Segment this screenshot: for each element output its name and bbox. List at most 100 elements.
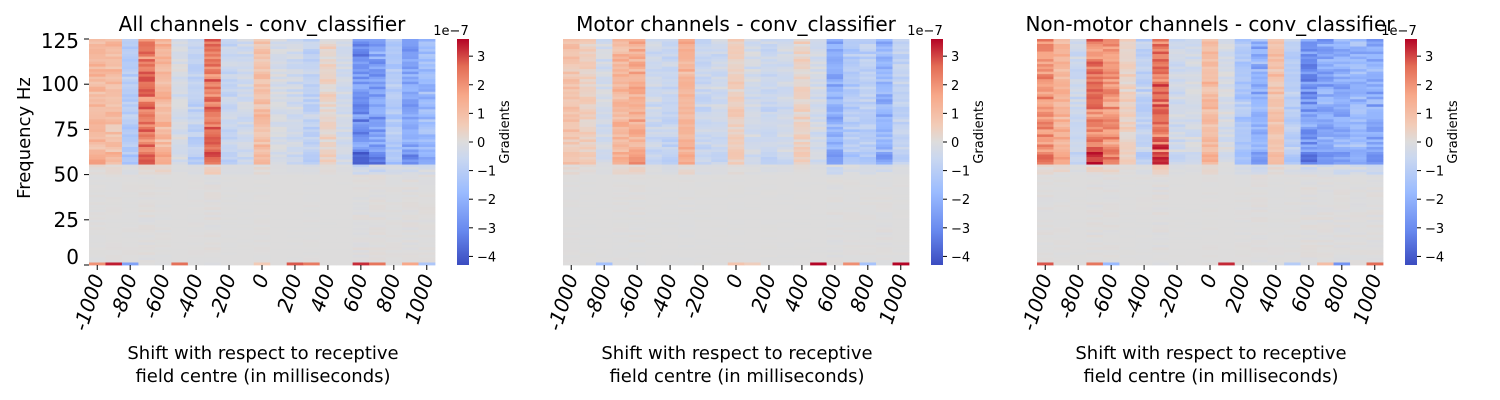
heatmap-cell xyxy=(385,121,403,125)
heatmap-cell xyxy=(876,257,893,261)
heatmap-cell xyxy=(1086,167,1104,170)
heatmap-cell xyxy=(1069,84,1087,88)
heatmap-cell xyxy=(1185,136,1203,140)
colorbar-label: Gradients xyxy=(498,100,513,164)
heatmap-cell xyxy=(1069,41,1087,45)
heatmap-cell xyxy=(1102,74,1120,78)
heatmap-cell xyxy=(369,174,386,178)
heatmap-cell xyxy=(876,222,893,226)
heatmap-cell xyxy=(385,259,403,263)
heatmap-cell xyxy=(1201,157,1219,160)
heatmap-cell xyxy=(694,124,712,128)
heatmap-cell xyxy=(1168,136,1186,140)
heatmap-cell xyxy=(286,162,304,165)
heatmap-cell xyxy=(237,66,255,70)
heatmap-cell xyxy=(1218,187,1236,191)
heatmap-cell xyxy=(1053,152,1071,155)
heatmap-cell xyxy=(628,252,646,256)
heatmap-cell xyxy=(711,76,729,80)
heatmap-cell xyxy=(171,262,189,266)
heatmap-cell xyxy=(171,99,189,103)
heatmap-cell xyxy=(1201,207,1219,211)
heatmap-cell xyxy=(352,174,370,178)
heatmap-cell xyxy=(1201,164,1219,168)
heatmap-cell xyxy=(1168,204,1186,208)
heatmap-cell xyxy=(220,129,238,133)
heatmap-cell xyxy=(661,136,679,140)
heatmap-cell xyxy=(1135,202,1153,206)
heatmap-cell xyxy=(369,76,386,80)
heatmap-cell xyxy=(760,101,778,105)
heatmap-cell xyxy=(595,259,613,263)
heatmap-cell xyxy=(253,194,271,198)
heatmap-cell xyxy=(138,204,156,208)
heatmap-cell xyxy=(876,61,893,65)
heatmap-cell xyxy=(154,214,172,218)
heatmap-cell xyxy=(1053,71,1071,75)
heatmap-cell xyxy=(402,84,419,88)
heatmap-cell xyxy=(204,116,222,120)
heatmap-cell xyxy=(892,217,910,221)
heatmap-cell xyxy=(843,247,860,251)
heatmap-cell xyxy=(138,197,156,201)
heatmap-cell xyxy=(253,212,271,216)
heatmap-cell xyxy=(336,259,354,263)
heatmap-cell xyxy=(89,89,106,93)
heatmap-cell xyxy=(727,152,745,155)
heatmap-cell xyxy=(612,99,630,103)
heatmap-cell xyxy=(171,177,189,181)
heatmap-cell xyxy=(892,136,910,140)
heatmap-cell xyxy=(1201,172,1219,175)
heatmap-cell xyxy=(138,101,156,105)
heatmap-cell xyxy=(628,61,646,65)
heatmap-cell xyxy=(563,131,580,135)
heatmap-cell xyxy=(727,104,745,108)
heatmap-cell xyxy=(1185,56,1203,60)
heatmap-cell xyxy=(171,64,189,68)
heatmap-cell xyxy=(661,237,679,241)
heatmap-cell xyxy=(105,174,123,178)
heatmap-cell xyxy=(1185,71,1203,75)
heatmap-cell xyxy=(843,232,860,236)
heatmap-cell xyxy=(744,46,762,50)
heatmap-cell xyxy=(579,129,597,133)
heatmap-cell xyxy=(826,91,844,95)
heatmap-cell xyxy=(810,197,828,201)
heatmap-cell xyxy=(876,96,893,100)
heatmap-cell xyxy=(121,174,139,178)
heatmap-cell xyxy=(1168,237,1186,241)
heatmap-cell xyxy=(352,144,370,148)
heatmap-cell xyxy=(760,104,778,108)
heatmap-cell xyxy=(270,99,288,103)
heatmap-cell xyxy=(204,222,222,226)
heatmap-cell xyxy=(270,74,288,78)
heatmap-cell xyxy=(892,114,910,118)
heatmap-cell xyxy=(579,194,597,198)
heatmap-cell xyxy=(220,71,238,75)
heatmap-cell xyxy=(1201,104,1219,108)
heatmap-cell xyxy=(253,227,271,231)
heatmap-cell xyxy=(220,134,238,138)
heatmap-cell xyxy=(826,244,844,248)
heatmap-cell xyxy=(645,141,663,145)
heatmap-cell xyxy=(1168,167,1186,170)
heatmap-cell xyxy=(661,109,679,113)
heatmap-cell xyxy=(892,131,910,135)
heatmap-cell xyxy=(1053,167,1071,170)
heatmap-cell xyxy=(171,141,189,145)
heatmap-cell xyxy=(579,174,597,178)
heatmap-cell xyxy=(628,136,646,140)
heatmap-cell xyxy=(1069,254,1087,258)
heatmap-panel-3: Non-motor channels - conv_classifier-100… xyxy=(1016,12,1461,387)
heatmap-cell xyxy=(859,114,877,118)
heatmap-cell xyxy=(171,49,189,52)
heatmap-cell xyxy=(678,174,696,178)
heatmap-cell xyxy=(1069,189,1087,193)
heatmap-cell xyxy=(303,192,321,196)
heatmap-cell xyxy=(352,212,370,216)
heatmap-cell xyxy=(1053,49,1071,52)
heatmap-cell xyxy=(369,106,386,110)
heatmap-cell xyxy=(892,81,910,85)
heatmap-cell xyxy=(187,177,205,181)
heatmap-cell xyxy=(645,124,663,128)
